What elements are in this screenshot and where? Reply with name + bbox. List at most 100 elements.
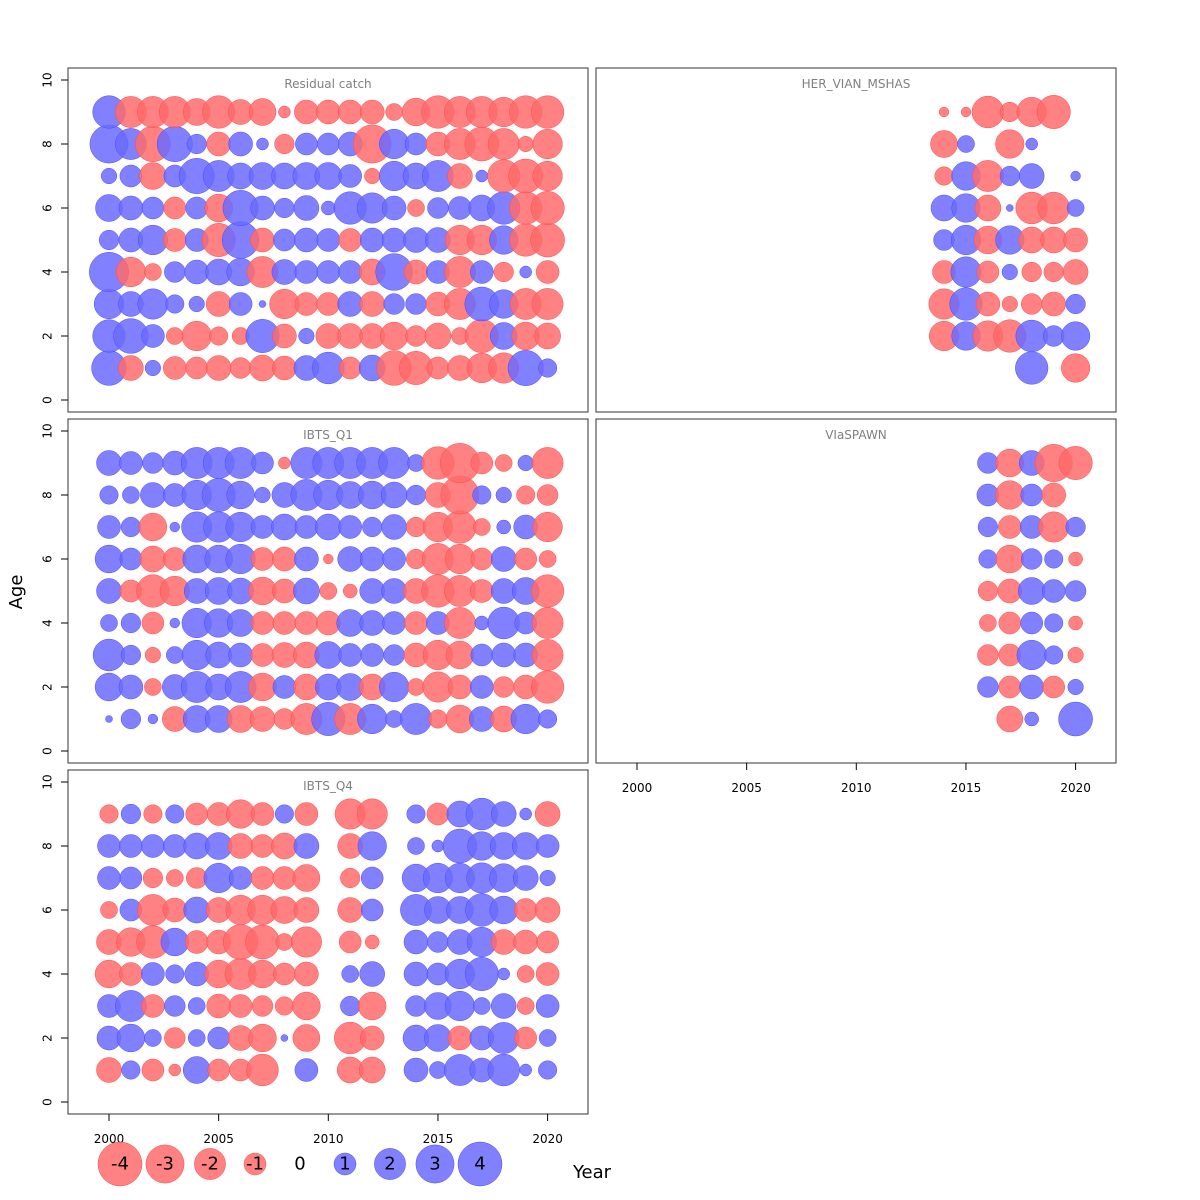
bubble (382, 611, 406, 635)
bubble (163, 834, 187, 858)
bubble (226, 609, 255, 637)
bubble (294, 515, 319, 539)
bubble (357, 831, 387, 861)
bubble (316, 228, 341, 252)
bubble (531, 607, 564, 639)
bubble (531, 447, 564, 479)
bubble (1021, 548, 1043, 570)
bubble (99, 485, 119, 505)
bubble (298, 327, 315, 345)
y-axis: 0 2 4 6 8 10 (41, 423, 68, 755)
bubble (530, 222, 565, 258)
bubble (293, 195, 320, 221)
bubble (100, 614, 118, 632)
panel-4: VIaSPAWN (595, 418, 1117, 764)
bubbles (94, 797, 561, 1087)
y-tick-label: 8 (41, 491, 55, 499)
bubble (443, 510, 477, 544)
y-axis: 0 2 4 6 8 10 (41, 774, 68, 1106)
bubble (403, 961, 429, 987)
bubble (539, 869, 556, 887)
x-tick-label: 2010 (313, 1132, 344, 1146)
bubble (979, 614, 997, 632)
bubble (96, 1057, 122, 1083)
bubble (403, 1057, 429, 1083)
bubble (160, 927, 189, 957)
bubble (1061, 321, 1091, 351)
bubble (1018, 163, 1045, 189)
bubble (470, 579, 494, 603)
panel-2: HER_VIAN_MSHAS (595, 67, 1117, 413)
bubble (1001, 263, 1018, 281)
bubble (385, 103, 403, 121)
legend-label: 4 (474, 1154, 485, 1175)
bubble (995, 129, 1025, 159)
bubble (1068, 551, 1083, 567)
bubble (100, 901, 118, 919)
bubble (1058, 446, 1093, 480)
bubble (272, 578, 297, 604)
bubble (472, 485, 492, 505)
legend-bubble (415, 1144, 455, 1184)
bubble (998, 515, 1022, 539)
bubble (338, 515, 362, 539)
legend-bubble (374, 1148, 406, 1180)
bubble (517, 135, 534, 153)
panel-5: IBTS_Q4 (67, 769, 589, 1115)
bubble (169, 521, 180, 533)
bubble (470, 260, 494, 284)
bubble (250, 611, 275, 635)
bubble (531, 639, 564, 671)
bubble (256, 137, 269, 151)
bubble (144, 646, 161, 664)
bubble (359, 1025, 385, 1051)
bubble (338, 356, 362, 380)
bubble (119, 866, 143, 890)
bubble (120, 516, 141, 538)
bubble (364, 167, 381, 185)
bubble (359, 227, 385, 253)
bubble (227, 833, 254, 859)
bubble (250, 643, 275, 667)
bubble (338, 930, 362, 954)
bubble (519, 265, 532, 279)
bubble (383, 644, 405, 666)
bubble (337, 323, 363, 349)
bubble (1017, 577, 1046, 605)
bubble (207, 1026, 230, 1050)
bubble (534, 897, 561, 923)
bubble (960, 106, 972, 118)
bubble (272, 323, 297, 349)
bubble (248, 1023, 277, 1053)
bubble (290, 926, 322, 958)
bubble (94, 959, 124, 989)
bubble (272, 675, 297, 699)
bubble (474, 615, 490, 631)
bubble (278, 105, 291, 119)
bubble (358, 991, 387, 1021)
bubble (971, 95, 1005, 129)
x-tick-label: 2020 (1060, 781, 1091, 795)
legend-label: 1 (339, 1154, 350, 1175)
bubble (147, 713, 159, 725)
bubble (118, 674, 144, 700)
y-tick-label: 6 (41, 906, 55, 914)
bubble (404, 611, 428, 635)
bubble (383, 293, 405, 315)
bubble (359, 961, 385, 987)
bubble (294, 611, 319, 635)
bubble (142, 452, 164, 474)
bubble (536, 930, 559, 954)
bubble (294, 1058, 319, 1082)
bubble (1063, 227, 1088, 253)
y-tick-label: 2 (41, 1034, 55, 1042)
bubble (385, 710, 403, 728)
bubble (295, 132, 318, 156)
bubble (974, 194, 1002, 222)
panel-title: IBTS_Q4 (303, 779, 353, 793)
bubble (92, 638, 126, 672)
bubble (1062, 259, 1089, 285)
bubble (323, 553, 334, 565)
legend-item: -2 (194, 1148, 226, 1180)
